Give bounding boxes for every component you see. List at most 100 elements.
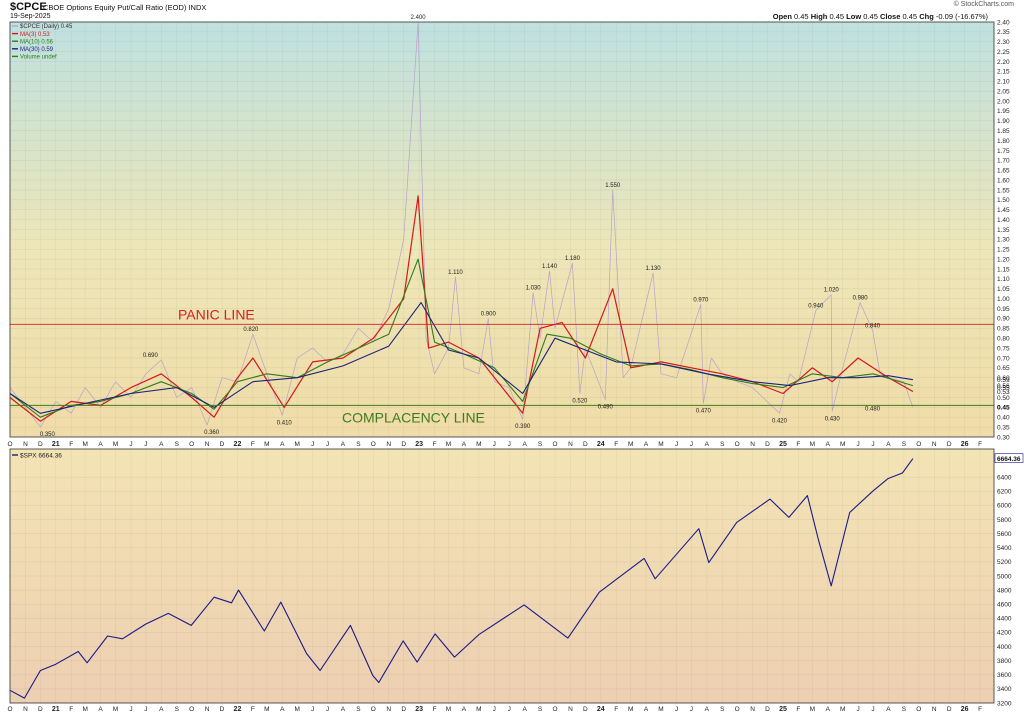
peak-value-label: 0.410	[277, 420, 293, 426]
x-tick-label: A	[522, 706, 527, 713]
y-tick-label: 4400	[997, 616, 1012, 623]
x-tick-label: M	[476, 441, 481, 448]
y-tick-label: 2.35	[997, 29, 1010, 36]
y-tick-label: 5800	[997, 517, 1012, 524]
panic-line-label: PANIC LINE	[178, 306, 255, 322]
x-tick-label: M	[113, 706, 118, 713]
x-tick-label: O	[916, 706, 921, 713]
peak-value-label: 0.520	[572, 399, 588, 405]
y-tick-label: 0.50	[997, 395, 1010, 402]
x-tick-label: A	[644, 441, 649, 448]
y-tick-label: 1.85	[997, 128, 1010, 135]
x-tick-label: A	[341, 441, 346, 448]
y-tick-label: 1.90	[997, 118, 1010, 125]
x-tick-label: O	[735, 706, 740, 713]
peak-value-label: 0.900	[481, 311, 497, 317]
x-tick-label: S	[538, 706, 543, 713]
y-tick-label: 2.30	[997, 39, 1010, 46]
open-label: Open	[772, 12, 792, 21]
x-tick-label: S	[720, 441, 725, 448]
x-tick-label: S	[356, 441, 361, 448]
x-tick-label: J	[690, 706, 693, 713]
x-tick-label: O	[189, 441, 194, 448]
x-tick-label: F	[433, 706, 437, 713]
x-tick-label: M	[113, 441, 118, 448]
x-tick-label: F	[614, 706, 618, 713]
peak-value-label: 0.430	[825, 416, 841, 422]
y-tick-label: 1.70	[997, 158, 1010, 165]
y-tick-label: 5400	[997, 545, 1012, 552]
peak-value-label: 0.490	[598, 404, 614, 410]
y-tick-label: 2.25	[997, 49, 1010, 56]
peak-value-label: 0.940	[808, 304, 824, 310]
x-tick-label: M	[294, 706, 299, 713]
peak-value-label: 2.400	[411, 15, 427, 21]
y-tick-label: 5600	[997, 531, 1012, 538]
x-tick-label: 24	[597, 706, 605, 713]
bottom-series	[9, 458, 914, 699]
x-tick-label: D	[38, 441, 43, 448]
peak-value-label: 1.140	[542, 264, 558, 270]
x-tick-label: N	[750, 706, 755, 713]
peak-value-label: 1.180	[565, 256, 581, 262]
x-tick-label: 26	[961, 706, 969, 713]
x-tick-label: N	[205, 441, 210, 448]
x-tick-label: F	[251, 441, 255, 448]
x-tick-label: S	[902, 706, 907, 713]
ohlc-readout: Open 0.45 High 0.45 Low 0.45 Close 0.45 …	[773, 12, 988, 21]
y-tick-label: 0.80	[997, 335, 1010, 342]
x-tick-label: M	[476, 706, 481, 713]
last-value-label: 0.45	[997, 405, 1010, 412]
y-tick-label: 3800	[997, 658, 1012, 665]
y-tick-label: 1.95	[997, 108, 1010, 115]
last-value-label: 0.56	[997, 383, 1010, 390]
y-tick-label: 0.85	[997, 326, 1010, 333]
peak-annotations: 0.350 0.690 0.360 0.820 0.410 2.400 1.110 0.900…	[40, 15, 881, 438]
y-tick-label: 1.65	[997, 168, 1010, 175]
y-tick-label: 1.25	[997, 247, 1010, 254]
x-tick-label: F	[796, 441, 800, 448]
x-tick-label: M	[840, 706, 845, 713]
y-tick-label: 1.50	[997, 197, 1010, 204]
x-tick-label: M	[82, 441, 87, 448]
legend-entry: MA(30) 0.59	[20, 47, 54, 53]
y-tick-label: 1.15	[997, 266, 1010, 273]
x-tick-label: F	[69, 441, 73, 448]
x-tick-label: J	[493, 441, 496, 448]
peak-value-label: 0.970	[693, 298, 709, 304]
series-line	[9, 258, 914, 418]
peak-value-label: 0.840	[865, 323, 881, 329]
x-tick-label: M	[810, 706, 815, 713]
x-tick-label: O	[371, 441, 376, 448]
x-tick-label: M	[294, 441, 299, 448]
x-tick-label: M	[658, 706, 663, 713]
x-tick-label: D	[220, 706, 225, 713]
x-tick-label: J	[129, 441, 132, 448]
top-panel-background	[10, 22, 994, 437]
y-tick-label: 1.30	[997, 237, 1010, 244]
x-tick-label: S	[720, 706, 725, 713]
peak-value-label: 0.980	[853, 296, 869, 302]
x-tick-label: O	[371, 706, 376, 713]
x-tick-label: A	[98, 441, 103, 448]
bottom-legend: $SPX 6664.36	[12, 452, 62, 459]
symbol-label: $CPCE	[10, 1, 47, 13]
y-tick-label: 6200	[997, 489, 1012, 496]
y-tick-label: 6400	[997, 475, 1012, 482]
x-tick-label: D	[583, 706, 588, 713]
y-tick-label: 2.00	[997, 98, 1010, 105]
x-tick-label: M	[82, 706, 87, 713]
x-tick-label: 23	[415, 441, 423, 448]
y-tick-label: 0.70	[997, 355, 1010, 362]
x-tick-label: 22	[234, 441, 242, 448]
chg-value: -0.09 (-16.67%)	[935, 12, 988, 21]
y-tick-label: 1.60	[997, 177, 1010, 184]
x-tick-label: M	[446, 706, 451, 713]
x-tick-label: A	[826, 706, 831, 713]
x-tick-label: A	[705, 441, 710, 448]
x-tick-label: M	[628, 441, 633, 448]
y-tick-label: 4800	[997, 587, 1012, 594]
close-value: 0.45	[902, 12, 918, 21]
x-tick-label: D	[220, 441, 225, 448]
